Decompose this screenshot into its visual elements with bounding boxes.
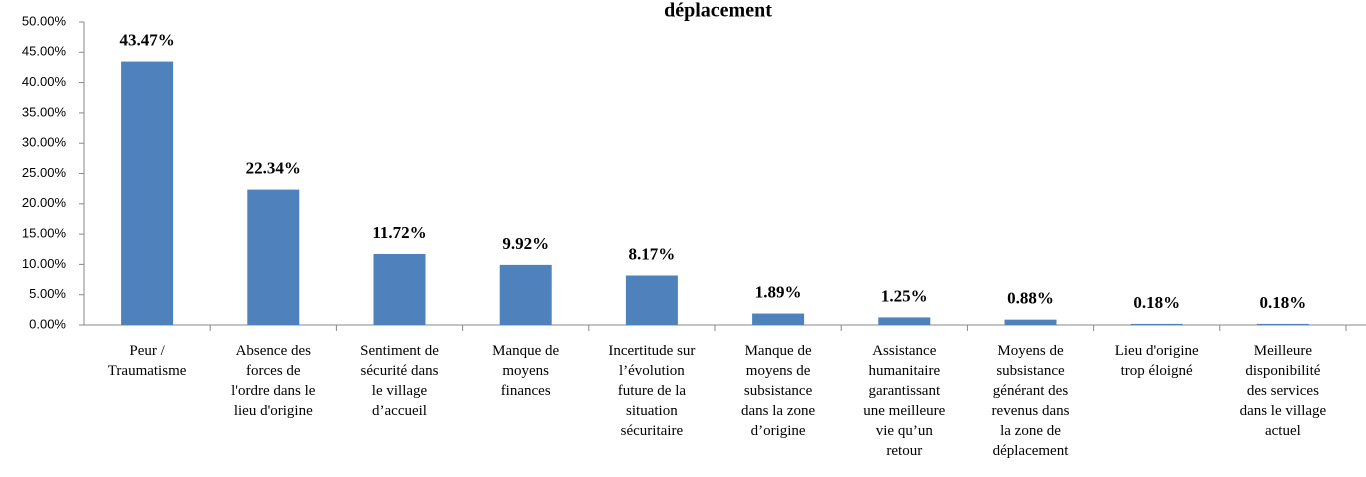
data-label: 8.17% <box>629 244 676 263</box>
y-tick-label: 25.00% <box>22 165 67 180</box>
bar <box>1256 323 1309 325</box>
y-tick-label: 40.00% <box>22 74 67 89</box>
bar <box>1130 323 1183 325</box>
data-label: 0.18% <box>1260 293 1307 312</box>
data-label: 22.34% <box>246 159 301 178</box>
bar <box>121 61 174 325</box>
x-tick-label: Lieu d'origine trop éloigné <box>1114 343 1199 379</box>
chart-title: déplacement <box>664 0 772 22</box>
bar <box>499 264 552 325</box>
y-tick-label: 5.00% <box>29 286 66 301</box>
data-label: 43.47% <box>119 30 174 49</box>
y-tick-label: 50.00% <box>22 13 67 28</box>
data-label: 0.18% <box>1133 293 1180 312</box>
bar <box>752 313 805 325</box>
y-tick-label: 10.00% <box>22 256 67 271</box>
y-tick-label: 35.00% <box>22 104 67 119</box>
data-label: 11.72% <box>372 223 426 242</box>
y-tick-label: 30.00% <box>22 135 67 150</box>
bar <box>247 189 300 325</box>
x-tick-label: Assistance humanitaire garantissant une … <box>863 343 946 459</box>
x-tick-label: Peur / Traumatisme <box>107 343 187 379</box>
x-tick-label: Moyens de subsistance générant des reven… <box>991 343 1070 459</box>
bar <box>373 253 426 325</box>
y-tick-label: 20.00% <box>22 195 67 210</box>
x-tick-label: Incertitude sur l’évolution future de la… <box>608 343 696 439</box>
x-tick-label: Manque de moyens de subsistance dans la … <box>741 343 816 439</box>
bar <box>1004 319 1057 325</box>
x-tick-label: Sentiment de sécurité dans le village d’… <box>360 343 439 419</box>
y-tick-label: 45.00% <box>22 44 67 59</box>
bar <box>878 317 931 325</box>
data-label: 1.25% <box>881 286 928 305</box>
y-tick-label: 15.00% <box>22 226 67 241</box>
data-label: 9.92% <box>502 234 549 253</box>
x-tick-label: Absence des forces de l'ordre dans le li… <box>231 343 316 419</box>
data-label: 1.89% <box>755 282 802 301</box>
y-tick-label: 0.00% <box>29 316 66 331</box>
bar <box>625 275 678 325</box>
x-tick-label: Manque de moyens finances <box>492 343 560 399</box>
data-label: 0.88% <box>1007 289 1054 308</box>
x-tick-label: Meilleure disponibilité des services dan… <box>1239 343 1327 439</box>
